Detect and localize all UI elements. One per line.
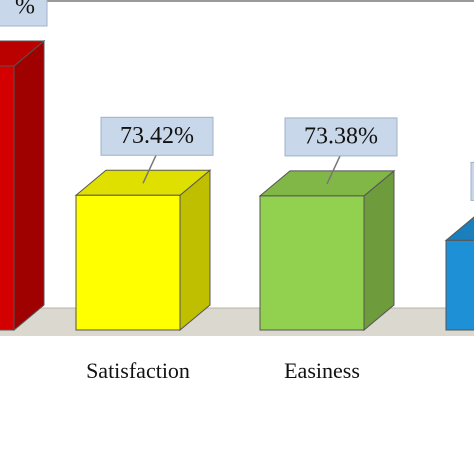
bar (75, 194, 181, 331)
floor (0, 308, 474, 336)
value-label-box (470, 161, 474, 201)
leader-line (142, 154, 157, 184)
value-label: % (15, 0, 35, 20)
value-label-box (284, 117, 398, 157)
value-label-box (100, 116, 214, 156)
bar-side (363, 169, 395, 332)
bar-side (13, 39, 45, 332)
value-label-box (0, 0, 48, 27)
x-tick-label: Easiness (284, 358, 360, 383)
bar-side (179, 169, 211, 332)
value-label: 73.42% (120, 123, 194, 149)
bar (445, 239, 474, 331)
bar-top (0, 40, 46, 67)
x-tick-label: Satisfaction (86, 358, 190, 383)
bar (0, 65, 15, 331)
bar (259, 195, 365, 331)
bar-top (444, 216, 474, 241)
leader-line (326, 155, 341, 185)
value-label: 73.38% (304, 123, 378, 149)
